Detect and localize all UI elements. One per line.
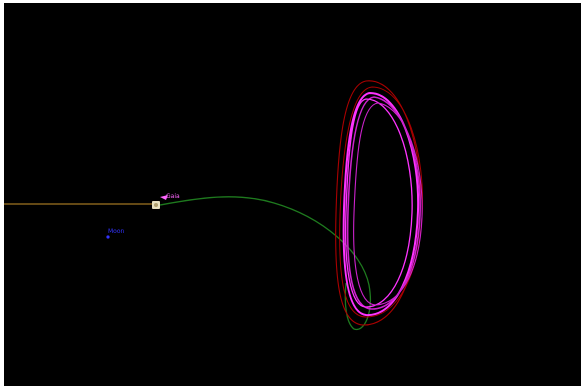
- earth-icon[interactable]: [152, 201, 160, 209]
- halo-orbit-loop: [353, 102, 423, 306]
- halo-orbit-loop: [335, 80, 421, 326]
- transfer-trajectory: [159, 196, 371, 331]
- halo-orbit-loop: [346, 96, 421, 310]
- orbit-canvas: [4, 80, 424, 331]
- spacecraft-label: Gaia: [166, 193, 180, 200]
- halo-orbit-loop: [345, 98, 413, 308]
- orbit-viewport[interactable]: Gaia Moon: [4, 3, 581, 386]
- moon-label: Moon: [108, 228, 125, 235]
- halo-orbit-loop: [339, 86, 424, 318]
- halo-orbit-loop: [342, 91, 420, 317]
- spacecraft-icon[interactable]: [160, 195, 168, 200]
- moon-icon[interactable]: [106, 235, 110, 239]
